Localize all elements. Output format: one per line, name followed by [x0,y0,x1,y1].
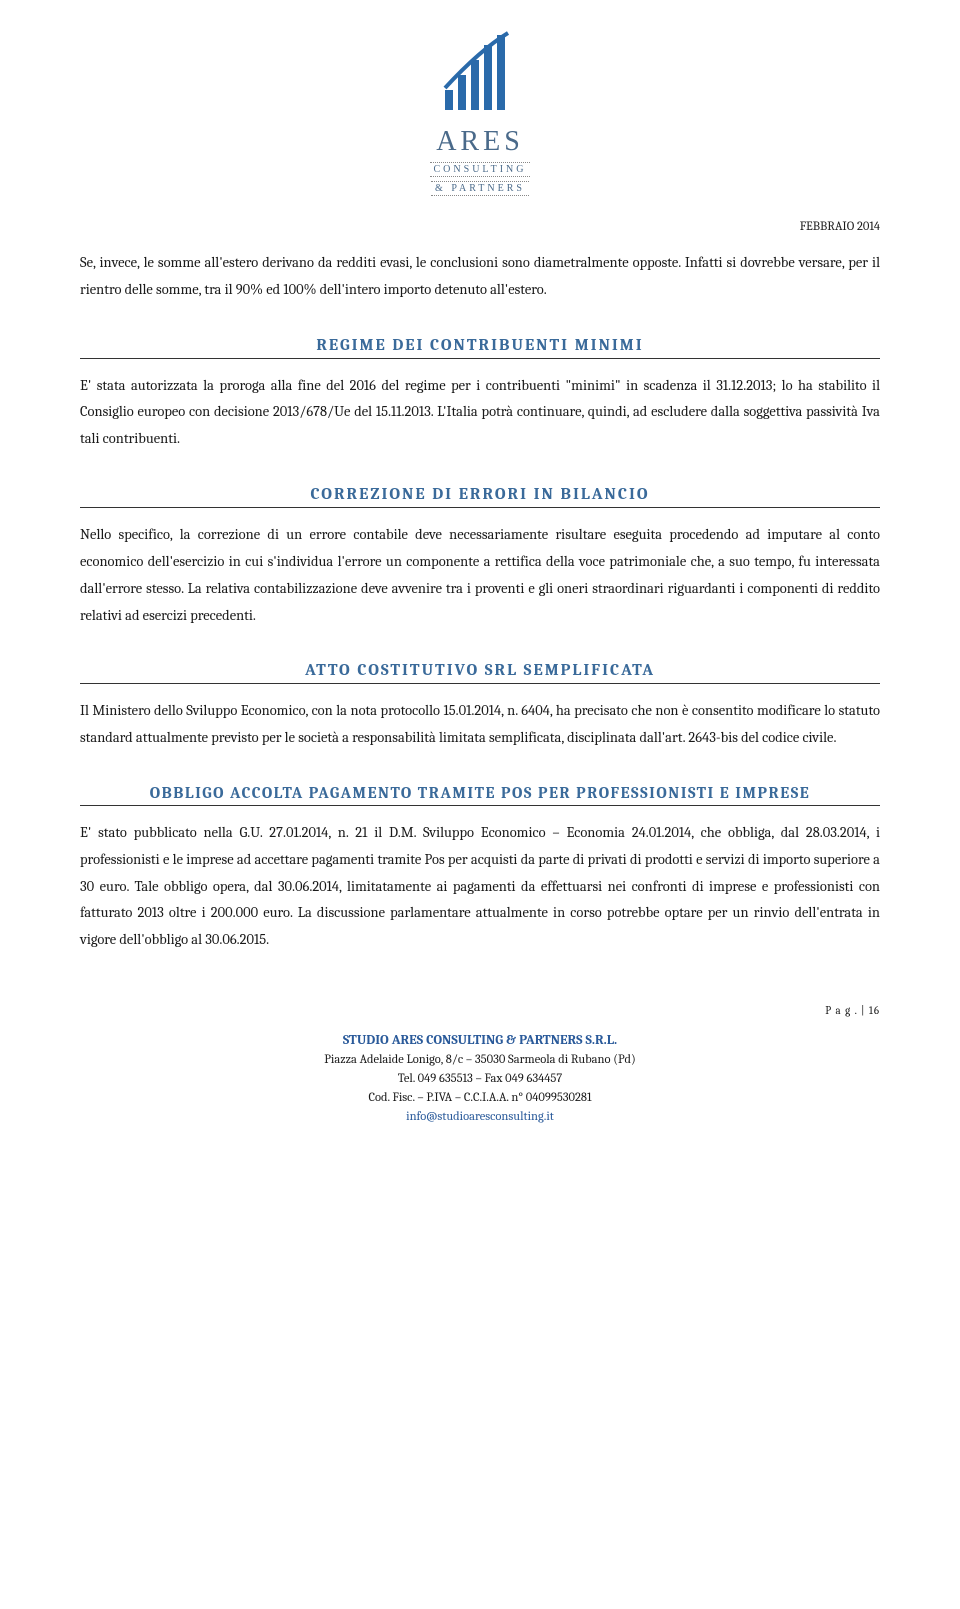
logo-text-sub2: & PARTNERS [431,181,529,196]
logo-text-sub1: CONSULTING [430,162,531,177]
section-title-0: REGIME DEI CONTRIBUENTI MINIMI [80,336,880,359]
logo-text-main: ARES [80,126,880,158]
section-title-2: ATTO COSTITUTIVO SRL SEMPLIFICATA [80,661,880,684]
page-number: P a g . | 16 [80,1004,880,1017]
intro-paragraph: Se, invece, le somme all'estero derivano… [80,250,880,304]
footer-tel: Tel. 049 635513 – Fax 049 634457 [80,1070,880,1089]
footer-address: Piazza Adelaide Lonigo, 8/c – 35030 Sarm… [80,1051,880,1070]
footer-email: info@studioaresconsulting.it [80,1108,880,1127]
logo-block: ARES CONSULTING & PARTNERS [80,30,880,196]
footer-fisc: Cod. Fisc. – P.IVA – C.C.I.A.A. n° 04099… [80,1089,880,1108]
footer: STUDIO ARES CONSULTING & PARTNERS S.R.L.… [80,1031,880,1126]
section-body-1: Nello specifico, la correzione di un err… [80,522,880,629]
section-title-1: CORREZIONE DI ERRORI IN BILANCIO [80,485,880,508]
logo-icon [430,30,530,120]
footer-firm: STUDIO ARES CONSULTING & PARTNERS S.R.L. [80,1031,880,1051]
section-title-3: OBBLIGO ACCOLTA PAGAMENTO TRAMITE POS PE… [80,784,880,806]
section-body-3: E' stato pubblicato nella G.U. 27.01.201… [80,820,880,954]
header-date: FEBBRAIO 2014 [80,220,880,234]
section-body-2: Il Ministero dello Sviluppo Economico, c… [80,698,880,752]
section-body-0: E' stata autorizzata la proroga alla fin… [80,373,880,453]
